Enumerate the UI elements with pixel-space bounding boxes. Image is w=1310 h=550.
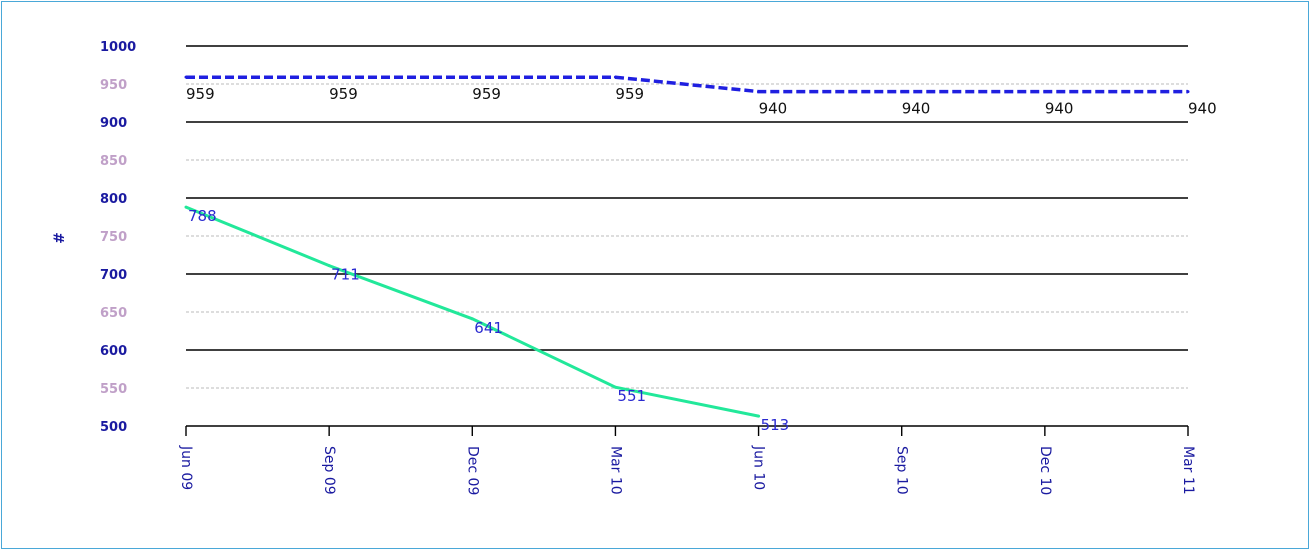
y-tick-label: 950 [100,78,127,93]
x-tick-label: Jun 09 [178,445,194,490]
y-tick-label: 750 [100,230,127,245]
data-point [327,264,331,268]
y-tick-label: 700 [100,268,127,283]
data-label: 551 [617,387,646,405]
data-label: 641 [474,319,503,337]
data-label: 940 [1045,100,1074,118]
data-label: 940 [902,100,931,118]
data-point [184,205,188,209]
y-tick-label: 650 [100,306,127,321]
data-point [613,75,617,79]
y-tick-label: 550 [100,382,127,397]
y-tick-label: 850 [100,154,127,169]
y-tick-label: 600 [100,344,127,359]
data-label: 959 [472,85,501,103]
series-line [186,75,1188,94]
x-tick-label: Jun 10 [751,445,767,490]
data-label: 940 [759,100,788,118]
y-tick-label: 1000 [100,40,136,55]
data-point [327,75,331,79]
y-axis-ticks: 1000 950 900 850 800 750 700 650 600 550 500 [100,40,136,435]
x-tick-label: Mar 10 [607,446,623,495]
data-point [757,90,761,94]
y-tick-label: 500 [100,420,127,435]
data-point [1186,90,1190,94]
data-label: 711 [331,266,360,284]
data-label: 959 [186,85,215,103]
data-label: 940 [1188,100,1217,118]
x-axis: Jun 09 Sep 09 Dec 09 Mar 10 Jun 10 Sep 10 Dec … [178,426,1196,495]
x-tick-label: Sep 10 [894,446,910,495]
data-label: 959 [615,85,644,103]
data-point [184,75,188,79]
data-point [470,317,474,321]
series-lines [184,75,1190,418]
data-point [900,90,904,94]
x-tick-label: Mar 11 [1180,446,1196,495]
data-point [757,414,761,418]
data-point [470,75,474,79]
y-tick-label: 800 [100,192,127,207]
x-tick-label: Dec 09 [464,446,480,495]
x-tick-label: Sep 09 [321,446,337,495]
x-tick-label: Dec 10 [1037,446,1053,495]
data-label: 788 [188,207,217,225]
data-labels: 959 959 959 959 940 940 940 940 788 711 641 551 513 [186,85,1217,434]
data-label: 513 [761,416,790,434]
data-point [613,385,617,389]
y-axis-label: # [52,232,68,244]
data-point [1043,90,1047,94]
y-tick-label: 900 [100,116,127,131]
data-label: 959 [329,85,358,103]
